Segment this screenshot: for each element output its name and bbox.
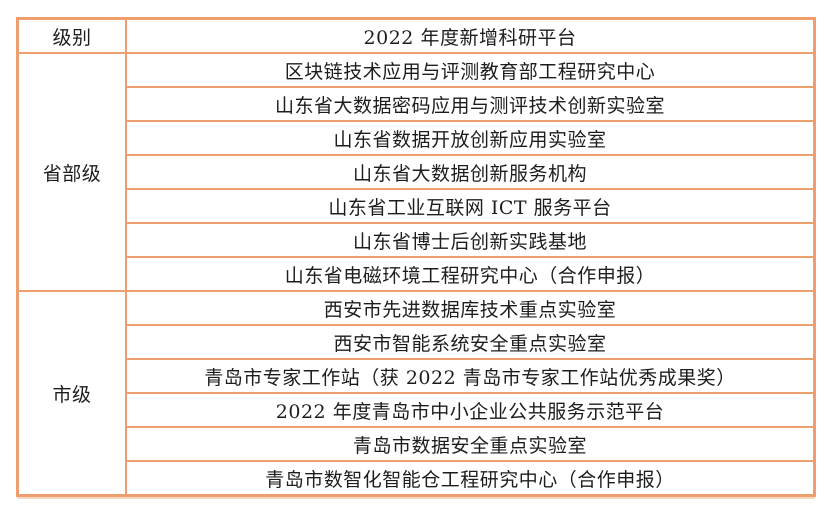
platform-cell: 山东省数据开放创新应用实验室 — [125, 120, 815, 156]
table-row: 山东省大数据密码应用与测评技术创新实验室 — [18, 86, 815, 122]
platform-cell: 青岛市数智化智能仓工程研究中心（合作申报） — [125, 460, 815, 496]
platform-cell: 2022 年度青岛市中小企业公共服务示范平台 — [125, 392, 815, 428]
platform-cell: 区块链技术应用与评测教育部工程研究中心 — [125, 52, 815, 88]
table-row: 青岛市数智化智能仓工程研究中心（合作申报） — [18, 460, 815, 496]
level-column-header: 级别 — [17, 18, 127, 54]
platform-cell: 山东省工业互联网 ICT 服务平台 — [125, 188, 815, 224]
table-row: 山东省工业互联网 ICT 服务平台 — [18, 188, 815, 224]
table-row: 西安市智能系统安全重点实验室 — [18, 324, 815, 360]
platform-cell: 青岛市数据安全重点实验室 — [125, 426, 815, 462]
table-title-cell: 2022 年度新增科研平台 — [125, 18, 815, 54]
platform-cell: 山东省电磁环境工程研究中心（合作申报） — [125, 256, 815, 292]
table-row: 青岛市专家工作站（获 2022 青岛市专家工作站优秀成果奖） — [18, 358, 815, 394]
table-row: 市级 西安市先进数据库技术重点实验室 — [17, 290, 815, 496]
platform-cell: 青岛市专家工作站（获 2022 青岛市专家工作站优秀成果奖） — [125, 358, 815, 394]
table-row: 省部级 区块链技术应用与评测教育部工程研究中心 — [17, 52, 815, 292]
table-header-row: 级别 2022 年度新增科研平台 — [17, 18, 815, 54]
platform-cell: 西安市先进数据库技术重点实验室 — [125, 290, 815, 326]
table-row: 青岛市数据安全重点实验室 — [18, 426, 815, 462]
group-cell-provincial: 省部级 — [17, 52, 127, 292]
research-platform-table: 级别 2022 年度新增科研平台 省部级 区块链技术应用与评测教育部工程研究中心… — [16, 17, 816, 497]
platform-cell: 山东省大数据密码应用与测评技术创新实验室 — [125, 86, 815, 122]
platform-cell: 山东省博士后创新实践基地 — [125, 222, 815, 258]
table-row: 2022 年度青岛市中小企业公共服务示范平台 — [18, 392, 815, 428]
table-row: 山东省博士后创新实践基地 — [18, 222, 815, 258]
platform-cell: 山东省大数据创新服务机构 — [125, 154, 815, 190]
table-row: 山东省电磁环境工程研究中心（合作申报） — [18, 256, 815, 292]
table-row: 山东省大数据创新服务机构 — [18, 154, 815, 190]
platform-cell: 西安市智能系统安全重点实验室 — [125, 324, 815, 360]
group-cell-municipal: 市级 — [17, 290, 127, 496]
table-row: 山东省数据开放创新应用实验室 — [18, 120, 815, 156]
